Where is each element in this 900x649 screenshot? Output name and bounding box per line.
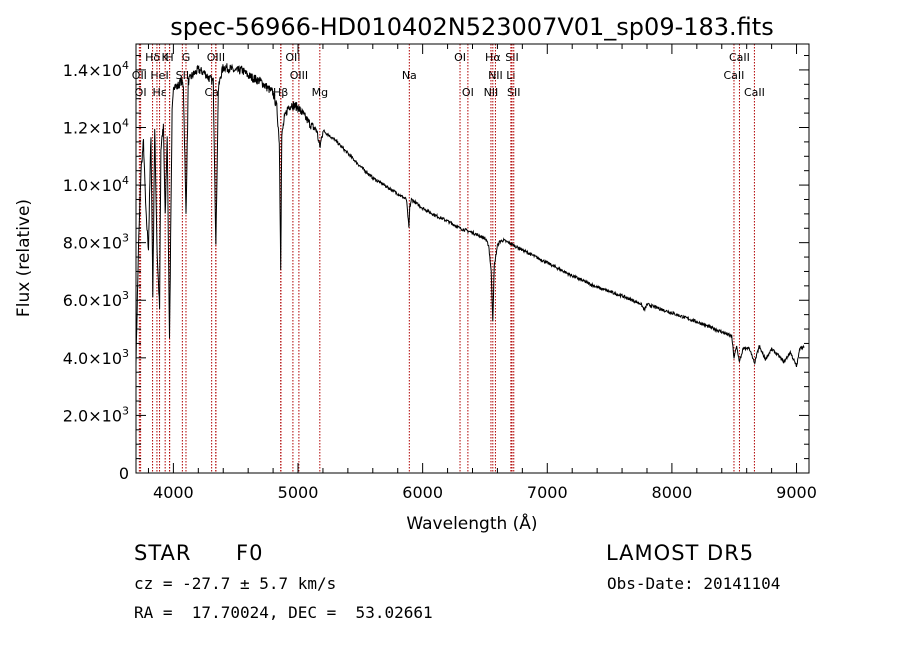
x-axis: 4000 5000 6000 7000 8000 9000 xyxy=(147,44,817,502)
marker-label: OII xyxy=(285,51,300,64)
y-tick-mantissa: 4.0×10 xyxy=(63,349,122,368)
y-tick-exponent: 4 xyxy=(122,174,129,187)
marker-label: OI xyxy=(135,86,147,99)
y-tick-exponent: 3 xyxy=(122,347,129,360)
y-tick-label: 1.2×104 xyxy=(63,116,129,137)
spectrum-series xyxy=(135,63,805,368)
marker-label: Hα xyxy=(485,51,501,64)
y-axis-label: Flux (relative) xyxy=(14,199,34,317)
marker-label: SII xyxy=(176,69,189,82)
y-tick-exponent: 3 xyxy=(122,404,129,417)
marker-label: Li xyxy=(506,69,515,82)
marker-label: NII xyxy=(488,69,503,82)
plot-frame xyxy=(135,43,810,474)
x-axis-label: Wavelength (Å) xyxy=(406,512,537,534)
obs-date: Obs-Date: 20141104 xyxy=(607,574,781,593)
x-tick-label: 6000 xyxy=(402,483,443,502)
x-tick-label: 9000 xyxy=(776,483,817,502)
marker-label: CaII xyxy=(744,86,765,99)
marker-label: NII xyxy=(484,86,499,99)
y-tick-mantissa: 6.0×10 xyxy=(63,291,122,310)
marker-label: OI xyxy=(454,51,466,64)
x-tick-label: 5000 xyxy=(278,483,319,502)
marker-label: K xyxy=(162,51,170,64)
y-tick-label: 1.0×104 xyxy=(63,174,129,195)
marker-label: CaII xyxy=(729,51,750,64)
y-tick-label: 8.0×103 xyxy=(63,232,129,253)
y-tick-exponent: 3 xyxy=(122,289,129,302)
y-tick-exponent: 3 xyxy=(122,232,129,245)
survey-name: LAMOST DR5 xyxy=(606,541,755,565)
marker-label: Hδ xyxy=(145,51,160,64)
coordinates: RA = 17.70024, DEC = 53.02661 xyxy=(134,603,433,622)
marker-label: OI xyxy=(462,86,474,99)
marker-label: Hε xyxy=(152,86,166,99)
spectrum-line xyxy=(135,63,805,368)
y-tick-mantissa: 1.2×10 xyxy=(63,118,122,137)
marker-label: SII xyxy=(507,86,520,99)
y-tick-mantissa: 8.0×10 xyxy=(63,234,122,253)
y-tick-mantissa: 1.4×10 xyxy=(63,61,122,80)
y-tick-label: 4.0×103 xyxy=(63,347,129,368)
object-type: STAR xyxy=(134,541,192,565)
spectral-line-markers: HδKHGOIIIOIIOIHαSIICaIIOIIHeISIIOIIINaNI… xyxy=(132,44,765,473)
marker-label: Na xyxy=(402,69,417,82)
marker-label: OIII xyxy=(290,69,308,82)
y-tick-label: 1.4×104 xyxy=(63,59,129,80)
y-tick-mantissa: 1.0×10 xyxy=(63,176,122,195)
y-tick-label: 0 xyxy=(119,464,129,483)
y-tick-exponent: 4 xyxy=(122,116,129,129)
marker-label: Ca xyxy=(204,86,218,99)
x-tick-label: 7000 xyxy=(527,483,568,502)
marker-label: CaII xyxy=(724,69,745,82)
marker-label: Mg xyxy=(312,86,328,99)
marker-label: OII xyxy=(132,69,147,82)
y-tick-mantissa: 2.0×10 xyxy=(63,406,122,425)
marker-label: HeI xyxy=(150,69,168,82)
spectral-class: F0 xyxy=(236,541,264,565)
y-tick-exponent: 4 xyxy=(122,59,129,72)
y-tick-mantissa: 0 xyxy=(119,464,129,483)
y-tick-label: 2.0×103 xyxy=(63,404,129,425)
velocity: cz = -27.7 ± 5.7 km/s xyxy=(134,574,337,593)
y-tick-label: 6.0×103 xyxy=(63,289,129,310)
marker-label: G xyxy=(182,51,191,64)
chart-title: spec-56966-HD010402N523007V01_sp09-183.f… xyxy=(170,13,773,41)
x-tick-label: 4000 xyxy=(153,483,194,502)
y-axis: 02.0×1034.0×1036.0×1038.0×1031.0×1041.2×… xyxy=(63,55,809,483)
x-tick-label: 8000 xyxy=(652,483,693,502)
